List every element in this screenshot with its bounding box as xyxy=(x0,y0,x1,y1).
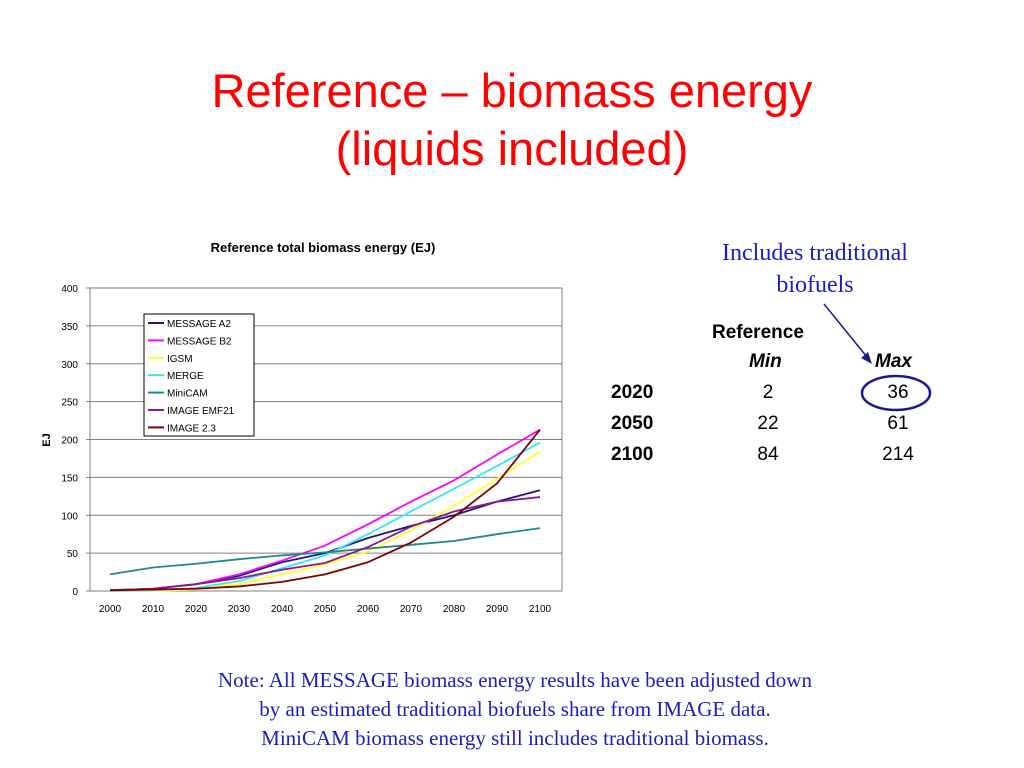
x-tick-label: 2020 xyxy=(185,604,208,615)
footnote-line3: MiniCAM biomass energy still includes tr… xyxy=(261,726,769,750)
series-line xyxy=(109,429,541,592)
legend: MESSAGE A2 MESSAGE B2 IGSM MERGE MiniCAM IMAG… xyxy=(143,313,255,437)
series-line xyxy=(109,527,541,576)
x-tick-label: 2100 xyxy=(529,604,552,615)
y-tick-label: 50 xyxy=(67,549,79,560)
y-axis: 0 50 100 150 200 250 300 350 400 xyxy=(61,284,90,598)
footnote: Note: All MESSAGE biomass energy results… xyxy=(100,666,930,753)
x-tick-label: 2050 xyxy=(314,604,337,615)
legend-label: MESSAGE A2 xyxy=(167,319,231,330)
x-tick-label: 2040 xyxy=(271,604,294,615)
y-tick-label: 0 xyxy=(72,587,78,598)
callout-text: Includes traditional biofuels xyxy=(690,237,940,301)
callout-line2: biofuels xyxy=(776,272,854,298)
legend-label: IMAGE EMF21 xyxy=(167,406,235,417)
legend-label: IGSM xyxy=(167,354,193,365)
footnote-line2: by an estimated traditional biofuels sha… xyxy=(259,697,771,721)
series-line xyxy=(109,441,541,592)
y-tick-label: 150 xyxy=(61,473,78,484)
x-axis: 2000 2010 2020 2030 2040 2050 2060 2070 2080 2090… xyxy=(99,604,552,615)
slide-title-line2: (liquids included) xyxy=(335,122,689,175)
y-axis-label: EJ xyxy=(41,433,53,446)
chart-title: Reference total biomass energy (EJ) xyxy=(210,240,436,255)
callout-line1: Includes traditional xyxy=(722,240,908,266)
y-tick-label: 250 xyxy=(61,398,78,409)
footnote-line1: Note: All MESSAGE biomass energy results… xyxy=(218,668,812,692)
legend-label: MERGE xyxy=(167,371,204,382)
x-tick-label: 2030 xyxy=(228,604,251,615)
x-tick-label: 2010 xyxy=(142,604,165,615)
callout-arrow-line xyxy=(823,303,868,358)
series-line xyxy=(109,496,541,592)
callout-arrow xyxy=(823,303,872,364)
legend-label: MESSAGE B2 xyxy=(167,336,232,347)
y-tick-label: 200 xyxy=(61,436,78,447)
y-tick-label: 400 xyxy=(61,284,78,295)
y-tick-label: 350 xyxy=(61,322,78,333)
x-tick-label: 2070 xyxy=(400,604,423,615)
max-2020-highlight-circle xyxy=(860,374,932,412)
x-tick-label: 2090 xyxy=(486,604,509,615)
slide-title: Reference – biomass energy (liquids incl… xyxy=(0,62,1024,178)
slide-title-line1: Reference – biomass energy xyxy=(211,64,813,117)
series-line xyxy=(110,450,541,592)
legend-label: MiniCAM xyxy=(167,389,208,400)
y-tick-label: 100 xyxy=(61,511,78,522)
x-tick-label: 2080 xyxy=(443,604,466,615)
x-tick-label: 2000 xyxy=(99,604,122,615)
callout-arrow-head xyxy=(861,352,872,364)
x-tick-label: 2060 xyxy=(357,604,380,615)
series-lines xyxy=(109,428,541,592)
legend-label: IMAGE 2.3 xyxy=(167,423,216,434)
y-tick-label: 300 xyxy=(61,360,78,371)
